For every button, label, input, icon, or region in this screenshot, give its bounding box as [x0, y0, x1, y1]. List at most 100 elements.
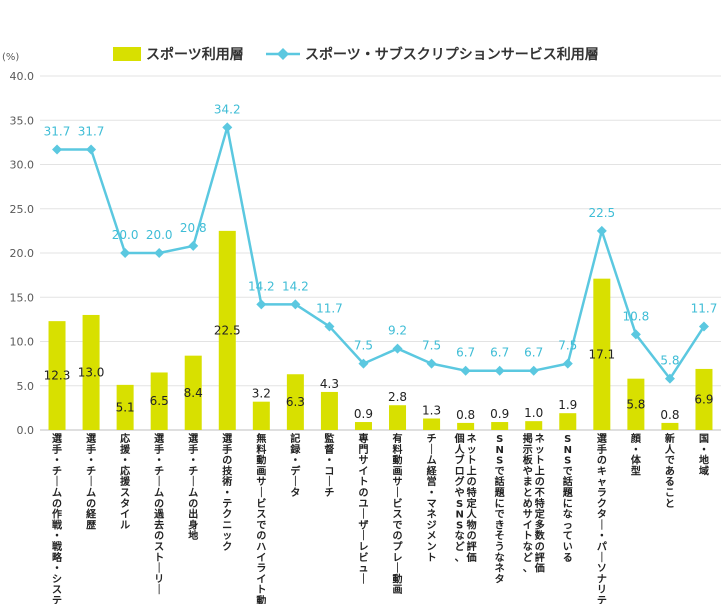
category-labels: 選手・チ｜ムの作戦・戦略・システム選手・チ｜ムの経歴応援・応援スタイル選手・チ｜… [52, 432, 709, 604]
category-label-char: で [495, 509, 505, 521]
category-label-char: の [154, 531, 164, 542]
category-label-char: 話 [495, 475, 505, 488]
category-label-char: あ [665, 464, 675, 477]
category-label-char: ネ [535, 433, 545, 445]
category-label-char: 、 [523, 564, 533, 575]
category-label-char: 数 [535, 529, 546, 542]
category-label-char: プ [393, 540, 404, 553]
bar-value-label: 17.1 [588, 347, 615, 361]
category-label-char: と [665, 498, 675, 510]
line-value-label: 14.2 [282, 279, 309, 293]
category-label-char: う [495, 541, 505, 553]
category-label-char: S [496, 456, 503, 467]
category-label-char: 上 [535, 464, 545, 477]
legend-swatch-bar [113, 47, 141, 61]
category-label-char: 域 [699, 464, 709, 477]
category-label-char: ム [86, 487, 96, 499]
category-label-char: 応 [120, 464, 130, 477]
category-label-char: チ [427, 433, 437, 445]
category-label-char: ジ [427, 519, 437, 531]
category-label-char: の [188, 499, 198, 510]
y-axis-ticks: 0.0 5.0 10.0 15.0 20.0 25.0 30.0 35.0 40.0 [10, 70, 35, 437]
category-label: 国・地域 [699, 433, 709, 477]
category-label-char: ネ [467, 433, 477, 445]
category-label-char: 手 [154, 443, 164, 456]
bar-value-label: 5.1 [116, 400, 135, 414]
category-label-char: の [358, 488, 368, 499]
bar-value-label: 4.3 [320, 377, 339, 391]
category-label-char: 地 [188, 529, 198, 542]
category-label-char: ン [427, 542, 437, 553]
category-label-char: 応 [120, 432, 130, 445]
category-label-char: リ [154, 573, 164, 585]
category-label-char: ッ [535, 445, 545, 456]
line-value-label: 9.2 [388, 324, 407, 338]
line-value-label: 20.0 [146, 228, 173, 242]
category-label-char: 定 [467, 497, 477, 510]
category-label-char: 手 [222, 443, 232, 456]
category-label-char: チ [52, 465, 62, 477]
category-label-char: に [495, 498, 505, 510]
category-label-char: 選 [222, 432, 232, 445]
category-label-char: ャ [597, 477, 607, 488]
line-value-label: 7.5 [354, 339, 373, 353]
line-point [188, 240, 199, 251]
category-label-char: な [455, 530, 465, 542]
category-label-char: て [563, 530, 573, 542]
line-value-label: 10.8 [623, 309, 650, 323]
category-label-char: 出 [188, 508, 198, 521]
bar-value-label: 0.9 [354, 407, 373, 421]
category-label-char: の [86, 499, 96, 510]
category-label-char: 国 [699, 433, 709, 445]
category-label-char: N [495, 445, 503, 456]
category-label-char: ラ [256, 563, 266, 575]
category-label-char: 料 [256, 443, 266, 456]
category-label-char: デ [290, 464, 301, 477]
line-value-label: 31.7 [44, 124, 71, 138]
category-label-char: ニ [222, 520, 232, 531]
category-label-char: 評 [535, 551, 545, 564]
bar [627, 378, 645, 430]
category-label-char: ス [120, 487, 130, 499]
category-label-char: ・ [188, 456, 198, 467]
category-label-char: N [455, 510, 463, 521]
category-label-char: 動 [393, 572, 403, 585]
category-label-char: 料 [393, 443, 403, 456]
category-label-char: タ [495, 573, 505, 585]
category-label-char: ｜ [256, 486, 266, 499]
category-label-char: ｜ [52, 475, 62, 488]
category-label-char: 記 [290, 432, 300, 445]
category-label-char: 専 [358, 432, 368, 445]
category-label-char: ス [52, 584, 62, 596]
category-label-char: 術 [221, 475, 232, 488]
category-label: 監督・コ｜チ [324, 432, 334, 499]
bar-value-label: 12.3 [44, 369, 71, 383]
bar-value-label: 6.9 [694, 392, 713, 406]
category-label-char: ソ [597, 564, 607, 575]
category-label-char: 選 [597, 432, 607, 445]
category-label-char: ビ [358, 551, 368, 564]
category-label-char: ト [358, 476, 368, 488]
line-value-label: 22.5 [588, 206, 615, 220]
category-label-char: 評 [467, 540, 477, 553]
line-value-label: 11.7 [316, 301, 343, 315]
category-label-char: S [564, 456, 571, 467]
category-label-char: で [495, 465, 505, 477]
bar [252, 401, 270, 430]
category-label-char: の [154, 499, 164, 510]
category-label-char: ・ [597, 531, 607, 542]
category-label-char: 画 [256, 465, 266, 477]
category-label-char: ｜ [154, 562, 164, 575]
category-label-char: レ [358, 542, 368, 553]
category-label-char: S [456, 499, 463, 510]
category-label-char: 、 [455, 553, 465, 564]
category-label-char: サ [358, 455, 368, 467]
category-label-char: ッ [467, 445, 477, 456]
bar-value-label: 6.5 [150, 394, 169, 408]
category-label-char: ブ [455, 454, 465, 467]
